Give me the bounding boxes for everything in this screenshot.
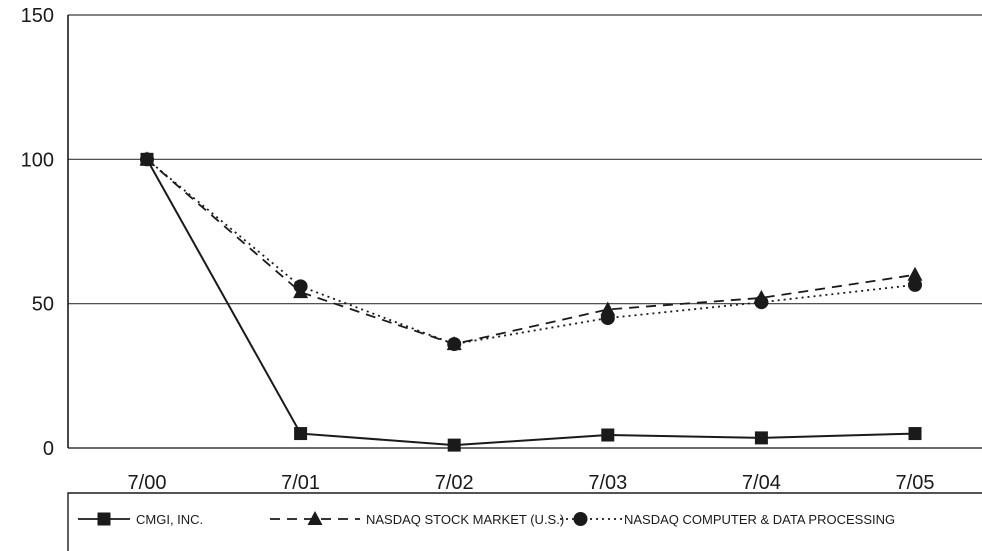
legend-item: CMGI, INC.: [78, 512, 203, 527]
series-square: [140, 152, 922, 452]
series-triangle: [139, 151, 923, 351]
x-tick-labels: 7/00 7/01 7/02 7/03 7/04 7/05: [128, 472, 935, 494]
y-tick-label: 150: [21, 5, 54, 27]
legend-marker: [97, 512, 111, 526]
legend-item: NASDAQ COMPUTER & DATA PROCESSING: [560, 512, 895, 527]
legend-marker: [573, 512, 588, 526]
y-tick-labels: 0 50 100 150: [21, 5, 54, 460]
data-point: [753, 289, 769, 304]
data-point: [294, 427, 308, 441]
y-tick-label: 100: [21, 149, 54, 171]
data-point: [907, 266, 923, 281]
data-point: [754, 431, 768, 445]
y-tick-label: 0: [43, 438, 54, 460]
data-point: [447, 438, 461, 452]
legend-label: CMGI, INC.: [136, 512, 203, 527]
legend-marker: [307, 511, 323, 525]
x-tick-label: 7/03: [588, 472, 627, 494]
x-tick-label: 7/05: [896, 472, 935, 494]
series-circle: [140, 152, 922, 352]
data-point: [600, 301, 616, 316]
data-point: [446, 336, 462, 351]
legend: CMGI, INC. NASDAQ STOCK MARKET (U.S.) NASD…: [67, 492, 982, 551]
y-tick-label: 50: [32, 294, 54, 316]
x-tick-label: 7/02: [435, 472, 474, 494]
series-line: [146, 158, 916, 447]
legend-item: NASDAQ STOCK MARKET (U.S.): [270, 511, 564, 527]
series-layer: [139, 151, 923, 452]
legend-label: NASDAQ STOCK MARKET (U.S.): [366, 512, 564, 527]
data-point: [908, 427, 922, 441]
data-point: [908, 277, 922, 292]
grid-layer: [68, 14, 982, 449]
x-tick-label: 7/01: [281, 472, 320, 494]
x-tick-label: 7/04: [742, 472, 781, 494]
series-line: [146, 158, 916, 346]
legend-frame: [67, 492, 982, 551]
series-line: [146, 158, 916, 346]
x-tick-label: 7/00: [128, 472, 167, 494]
legend-label: NASDAQ COMPUTER & DATA PROCESSING: [624, 512, 895, 527]
data-point: [601, 428, 615, 442]
data-point: [140, 152, 154, 166]
data-point: [293, 284, 309, 299]
